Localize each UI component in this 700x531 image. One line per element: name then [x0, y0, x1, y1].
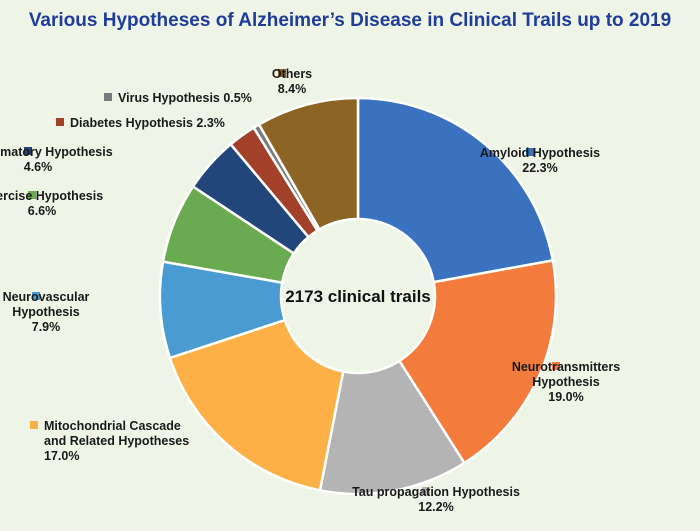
pie-slice-2: [397, 258, 558, 465]
slice-name-label: Mitochondrial Cascade: [44, 419, 181, 433]
slice-name-label: Inflammatory Hypothesis: [0, 145, 113, 159]
legend-swatch: [30, 421, 38, 429]
legend-swatch: [552, 362, 560, 370]
slices-group: [158, 96, 558, 496]
slice-name-label: Neurotransmitters: [512, 360, 620, 374]
legend-swatch: [32, 292, 40, 300]
slice-value-label: 19.0%: [548, 390, 583, 404]
chart-title: Various Hypotheses of Alzheimer’s Diseas…: [28, 10, 672, 31]
slice-value-label: 8.4%: [278, 82, 307, 96]
slice-name-label: Others: [272, 67, 312, 81]
legend-swatch: [24, 147, 32, 155]
slice-name-label: Diabetes Hypothesis 2.3%: [70, 116, 225, 130]
slice-name-label: Neurovascular: [3, 290, 90, 304]
legend-swatch: [422, 487, 430, 495]
slice-name-label: and Related Hypotheses: [44, 434, 189, 448]
slice-label-9: Virus Hypothesis 0.5%: [104, 91, 252, 105]
legend-swatch: [56, 118, 64, 126]
slice-name-label: Amyloid Hypothesis: [480, 146, 600, 160]
slice-value-label: 6.6%: [28, 204, 57, 218]
slice-value-label: 12.2%: [418, 500, 453, 514]
center-label: 2173 clinical trails: [285, 287, 431, 306]
slice-name-label: Virus Hypothesis 0.5%: [118, 91, 252, 105]
pie-slice-10: [257, 96, 360, 232]
slice-name-label: Hypothesis: [12, 305, 79, 319]
slice-label-8: Diabetes Hypothesis 2.3%: [56, 116, 225, 130]
slice-value-label: 17.0%: [44, 449, 79, 463]
slice-value-label: 22.3%: [522, 161, 557, 175]
legend-swatch: [104, 93, 112, 101]
legend-swatch: [28, 191, 36, 199]
pie-slice-4: [168, 318, 345, 492]
slice-value-label: 7.9%: [32, 320, 61, 334]
pie-slice-1: [356, 96, 555, 284]
legend-swatch: [526, 148, 534, 156]
slice-name-label: Exercise Hypothesis: [0, 189, 103, 203]
slice-name-label: Hypothesis: [532, 375, 599, 389]
legend-swatch: [278, 69, 286, 77]
slice-name-label: Tau propagation Hypothesis: [352, 485, 520, 499]
slice-value-label: 4.6%: [24, 160, 53, 174]
